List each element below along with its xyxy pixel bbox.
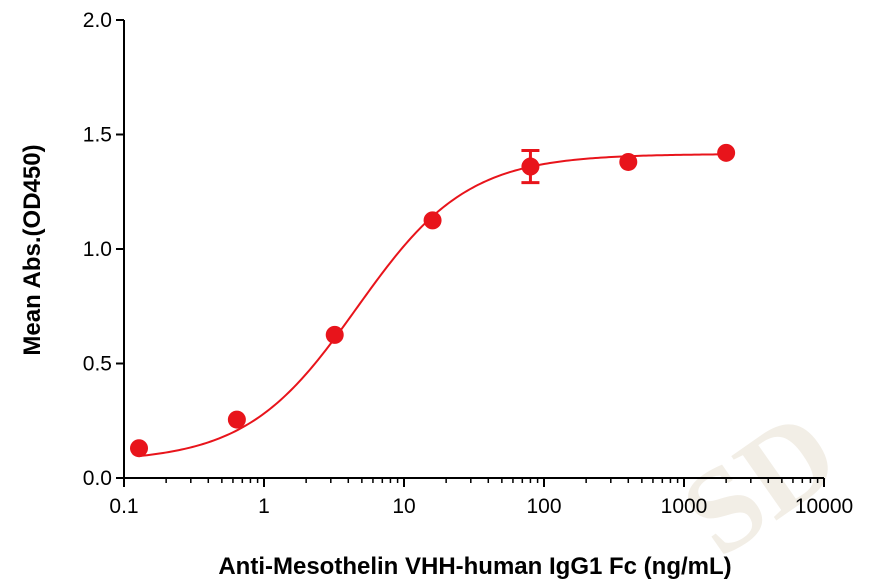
x-tick-label: 10000 [795, 495, 853, 518]
y-axis-title: Mean Abs.(OD450) [19, 144, 46, 355]
watermark: SD [659, 384, 861, 581]
x-tick-label: 0.1 [109, 495, 138, 518]
data-point [619, 152, 638, 171]
fit-curve [138, 153, 727, 458]
y-tick-label: 1.5 [83, 124, 112, 147]
x-tick-label: 1 [258, 495, 270, 518]
data-point [325, 325, 344, 344]
data-point [130, 439, 149, 458]
y-tick-label: 2.0 [83, 9, 112, 32]
fit-curve-layer [138, 153, 727, 458]
data-points-layer [130, 143, 736, 458]
data-point [227, 410, 246, 429]
axes: 0.0 0.5 1.0 1.5 2.0 0.1 1 10 100 1000 10000 [83, 9, 853, 518]
data-point [717, 143, 736, 162]
y-tick-label: 1.0 [83, 238, 112, 261]
x-tick-label: 10 [392, 495, 415, 518]
y-tick-label: 0.5 [83, 353, 112, 376]
x-tick-label: 100 [526, 495, 561, 518]
x-tick-label: 1000 [661, 495, 708, 518]
data-point [423, 211, 442, 230]
y-tick-label: 0.0 [83, 467, 112, 490]
data-point [521, 157, 540, 176]
x-axis-title: Anti-Mesothelin VHH-human IgG1 Fc (ng/mL… [218, 553, 731, 580]
